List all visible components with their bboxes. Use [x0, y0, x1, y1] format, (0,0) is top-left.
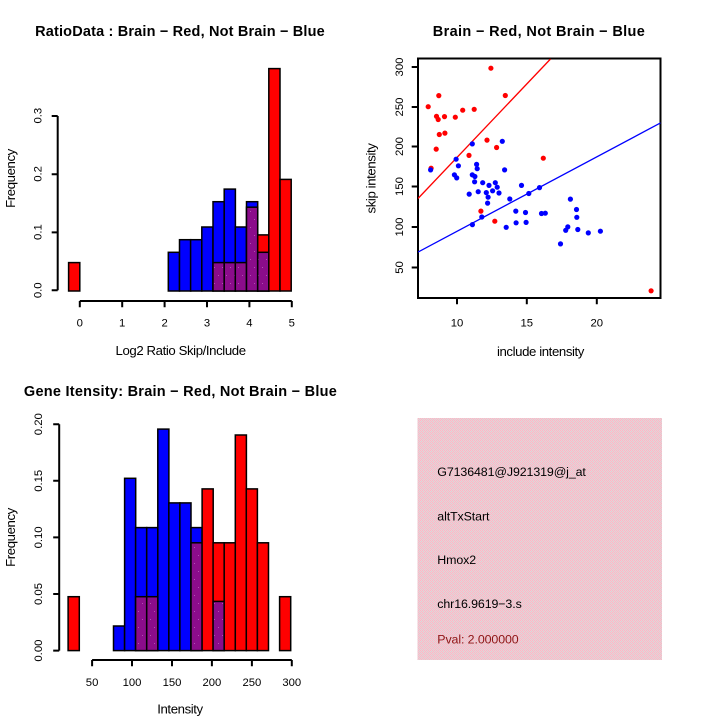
svg-text:2: 2 [161, 318, 167, 330]
svg-text:include intensity: include intensity [497, 344, 585, 359]
svg-text:Pval: 2.000000: Pval: 2.000000 [437, 632, 518, 646]
svg-text:200: 200 [202, 677, 221, 689]
svg-text:100: 100 [123, 677, 142, 689]
svg-text:300: 300 [394, 58, 406, 77]
svg-text:Intensity: Intensity [157, 702, 203, 717]
svg-text:0.0: 0.0 [33, 282, 45, 298]
svg-text:0.2: 0.2 [33, 166, 45, 182]
svg-text:0.10: 0.10 [33, 526, 45, 548]
svg-text:200: 200 [394, 137, 406, 156]
svg-text:3: 3 [204, 318, 210, 330]
svg-text:150: 150 [394, 177, 406, 196]
svg-text:250: 250 [242, 677, 261, 689]
svg-text:5: 5 [289, 318, 295, 330]
svg-text:20: 20 [591, 318, 604, 330]
svg-text:Brain − Red, Not Brain − Blue: Brain − Red, Not Brain − Blue [433, 24, 645, 40]
svg-text:Frequency: Frequency [3, 507, 18, 567]
svg-text:10: 10 [451, 318, 464, 330]
svg-text:250: 250 [394, 98, 406, 117]
svg-text:0: 0 [77, 318, 83, 330]
svg-text:1: 1 [119, 318, 125, 330]
svg-text:RatioData : Brain − Red, Not B: RatioData : Brain − Red, Not Brain − Blu… [35, 24, 325, 40]
svg-text:0.15: 0.15 [33, 470, 45, 492]
svg-text:0.20: 0.20 [33, 413, 45, 435]
svg-text:0.00: 0.00 [33, 640, 45, 662]
svg-text:50: 50 [86, 677, 99, 689]
svg-text:Hmox2: Hmox2 [437, 553, 476, 567]
svg-text:G7136481@J921319@j_at: G7136481@J921319@j_at [437, 465, 586, 479]
svg-text:15: 15 [521, 318, 534, 330]
svg-text:altTxStart: altTxStart [437, 509, 490, 523]
svg-text:100: 100 [394, 218, 406, 237]
svg-text:skip intensity: skip intensity [364, 143, 379, 214]
svg-text:Log2 Ratio Skip/Include: Log2 Ratio Skip/Include [116, 343, 246, 358]
svg-text:4: 4 [246, 318, 252, 330]
svg-text:chr16.9619−3.s: chr16.9619−3.s [437, 597, 521, 611]
svg-text:50: 50 [394, 261, 406, 274]
svg-text:Gene Itensity: Brain − Red, No: Gene Itensity: Brain − Red, Not Brain − … [24, 384, 337, 400]
svg-text:0.05: 0.05 [33, 583, 45, 605]
svg-text:150: 150 [163, 677, 182, 689]
svg-text:0.1: 0.1 [33, 224, 45, 240]
svg-text:Frequency: Frequency [3, 148, 18, 208]
svg-text:300: 300 [282, 677, 301, 689]
svg-text:0.3: 0.3 [33, 108, 45, 124]
